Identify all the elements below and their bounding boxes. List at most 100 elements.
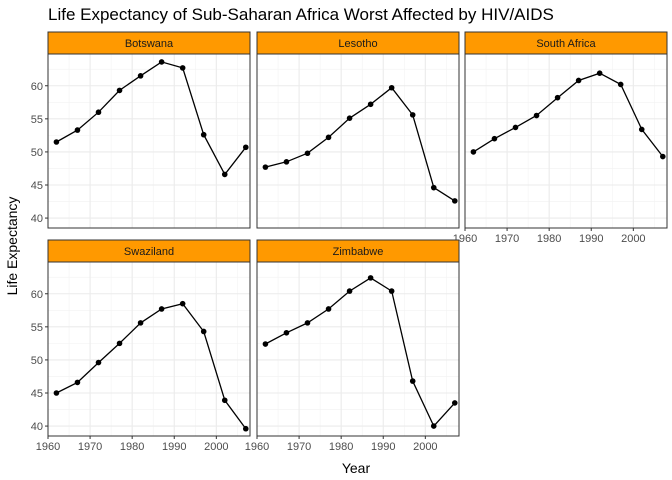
- facet-swaziland: Swaziland 40 45 50 55 60 1960 1970 1980 1990 2000: [31, 239, 251, 453]
- x-tick-label: 2000: [621, 233, 645, 245]
- facet-botswana: Botswana 40 45 50 55 60: [31, 31, 251, 229]
- data-point-lesotho: [451, 198, 458, 204]
- data-point-botswana: [53, 139, 60, 145]
- data-point-south-africa: [512, 124, 519, 131]
- data-point-lesotho: [283, 159, 290, 165]
- data-point-lesotho: [346, 115, 353, 121]
- facet-lesotho: Lesotho: [256, 31, 460, 229]
- chart-title: Life Expectancy of Sub-Saharan Africa Wo…: [48, 5, 554, 24]
- facet-strip-label-lesotho: Lesotho: [338, 38, 377, 50]
- series-line-lesotho: [265, 86, 456, 202]
- panel-border-south-africa: [464, 53, 668, 229]
- data-point-zimbabwe: [409, 378, 416, 384]
- data-point-south-africa: [638, 126, 645, 133]
- data-point-zimbabwe: [430, 423, 437, 429]
- data-point-south-africa: [659, 153, 666, 160]
- facet-panels: Botswana 40 45 50 55 60 Lesotho South Africa 196…: [31, 31, 668, 453]
- data-point-botswana: [95, 109, 102, 116]
- data-point-zimbabwe: [367, 275, 374, 281]
- data-point-swaziland: [53, 390, 60, 396]
- data-point-lesotho: [367, 101, 374, 108]
- panel-background-swaziland: [48, 262, 250, 436]
- data-point-zimbabwe: [346, 288, 353, 294]
- data-point-swaziland: [116, 340, 123, 347]
- data-point-south-africa: [554, 94, 561, 101]
- y-tick-label: 50: [31, 355, 43, 367]
- x-tick-label: 2000: [204, 441, 228, 453]
- data-point-botswana: [221, 171, 228, 178]
- data-point-zimbabwe: [304, 320, 311, 326]
- data-point-lesotho: [409, 112, 416, 118]
- data-point-swaziland: [137, 320, 144, 326]
- panel-border-botswana: [47, 53, 251, 229]
- y-tick-label: 40: [31, 213, 43, 225]
- data-point-zimbabwe: [451, 400, 458, 406]
- data-point-botswana: [242, 144, 249, 151]
- y-axis-title: Life Expectancy: [4, 197, 20, 296]
- y-tick-label: 60: [31, 289, 43, 301]
- data-point-botswana: [179, 65, 186, 71]
- panel-border-swaziland: [47, 261, 251, 437]
- data-point-swaziland: [158, 306, 165, 312]
- data-point-swaziland: [242, 425, 249, 432]
- x-tick-label: 1990: [162, 441, 186, 453]
- x-tick-label: 1960: [245, 441, 269, 453]
- x-tick-label: 2000: [413, 441, 437, 453]
- x-tick-label: 1960: [36, 441, 60, 453]
- x-tick-label: 1970: [495, 233, 519, 245]
- x-tick-label: 1990: [579, 233, 603, 245]
- x-tick-label: 1970: [78, 441, 102, 453]
- panel-background-lesotho: [257, 54, 459, 228]
- facet-zimbabwe: Zimbabwe 1960 1970 1980 1990 2000: [245, 239, 460, 453]
- facet-strip-label-botswana: Botswana: [125, 38, 174, 50]
- facet-strip-label-swaziland: Swaziland: [124, 246, 174, 258]
- data-point-south-africa: [575, 77, 582, 84]
- data-point-botswana: [74, 127, 81, 133]
- x-tick-label: 1980: [120, 441, 144, 453]
- data-point-swaziland: [200, 328, 207, 335]
- data-point-south-africa: [491, 135, 498, 142]
- panel-background-zimbabwe: [257, 262, 459, 436]
- data-point-south-africa: [596, 70, 603, 76]
- data-point-lesotho: [430, 184, 437, 191]
- data-point-lesotho: [304, 150, 311, 157]
- y-tick-label: 55: [31, 114, 43, 126]
- data-point-south-africa: [617, 81, 624, 88]
- series-line-botswana: [56, 61, 247, 176]
- data-point-south-africa: [533, 112, 540, 119]
- data-point-zimbabwe: [262, 341, 269, 347]
- data-point-zimbabwe: [325, 306, 332, 312]
- data-point-zimbabwe: [283, 329, 290, 336]
- data-point-swaziland: [95, 359, 102, 366]
- data-point-lesotho: [325, 134, 332, 141]
- data-point-south-africa: [470, 149, 477, 155]
- data-point-lesotho: [262, 164, 269, 170]
- x-axis-title: Year: [342, 460, 371, 476]
- series-line-south-africa: [473, 72, 664, 157]
- data-point-zimbabwe: [388, 288, 395, 294]
- data-point-swaziland: [221, 397, 228, 404]
- data-point-swaziland: [74, 379, 81, 386]
- y-tick-label: 40: [31, 421, 43, 433]
- x-tick-label: 1980: [537, 233, 561, 245]
- panel-border-zimbabwe: [256, 261, 460, 437]
- facet-strip-label-zimbabwe: Zimbabwe: [333, 246, 384, 258]
- panel-border-lesotho: [256, 53, 460, 229]
- x-tick-label: 1980: [329, 441, 353, 453]
- y-tick-label: 50: [31, 147, 43, 159]
- data-point-botswana: [158, 59, 165, 65]
- y-tick-label: 45: [31, 388, 43, 400]
- facet-strip-label-south-africa: South Africa: [536, 38, 596, 50]
- data-point-botswana: [137, 73, 144, 79]
- panel-background-botswana: [48, 54, 250, 228]
- series-line-zimbabwe: [265, 277, 456, 428]
- x-tick-label: 1970: [287, 441, 311, 453]
- data-point-botswana: [200, 131, 207, 138]
- y-tick-label: 45: [31, 180, 43, 192]
- series-line-swaziland: [56, 302, 247, 430]
- data-point-lesotho: [388, 84, 395, 91]
- x-tick-label: 1990: [371, 441, 395, 453]
- data-point-botswana: [116, 87, 123, 94]
